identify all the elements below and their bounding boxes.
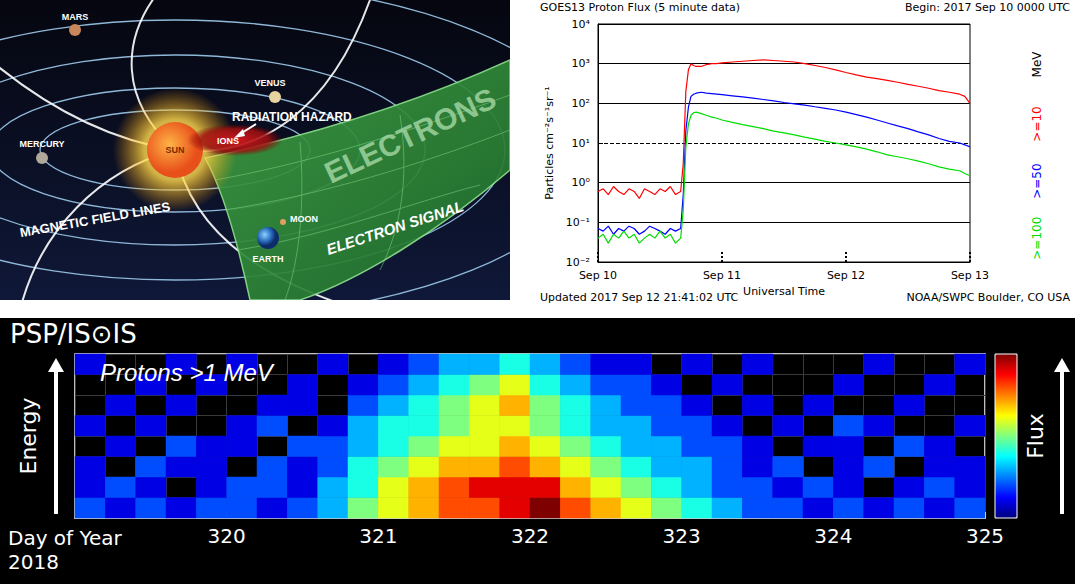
- svg-text:320: 320: [208, 524, 246, 548]
- svg-text:SUN: SUN: [165, 145, 184, 155]
- svg-text:Sep 10: Sep 10: [579, 269, 617, 282]
- svg-text:321: 321: [359, 524, 397, 548]
- svg-text:ELECTRONS: ELECTRONS: [319, 81, 501, 189]
- svg-text:MAGNETIC FIELD LINES: MAGNETIC FIELD LINES: [19, 199, 172, 240]
- svg-text:323: 323: [663, 524, 701, 548]
- svg-text:10¹: 10¹: [572, 137, 590, 150]
- svg-text:Particles cm⁻²s⁻¹sr⁻¹: Particles cm⁻²s⁻¹sr⁻¹: [543, 86, 556, 199]
- svg-text:10³: 10³: [572, 57, 590, 70]
- svg-text:10⁻²: 10⁻²: [566, 256, 590, 269]
- svg-text:Sep 13: Sep 13: [951, 269, 989, 282]
- svg-text:Begin: 2017 Sep 10 0000 UTC: Begin: 2017 Sep 10 0000 UTC: [905, 1, 1070, 14]
- svg-text:325: 325: [966, 524, 1004, 548]
- svg-text:Sep 11: Sep 11: [703, 269, 741, 282]
- svg-text:GOES13 Proton Flux (5 minute d: GOES13 Proton Flux (5 minute data): [540, 1, 740, 14]
- svg-text:10⁻¹: 10⁻¹: [566, 216, 590, 229]
- svg-text:VENUS: VENUS: [254, 78, 285, 88]
- svg-text:Universal Time: Universal Time: [743, 285, 825, 298]
- svg-text:Energy: Energy: [16, 397, 41, 474]
- svg-text:IONS: IONS: [217, 136, 239, 146]
- svg-text:Sep 12: Sep 12: [827, 269, 865, 282]
- svg-text:PSP/IS⊙IS: PSP/IS⊙IS: [10, 319, 137, 349]
- svg-text:MOON: MOON: [290, 214, 318, 224]
- svg-text:ELECTRON SIGNAL: ELECTRON SIGNAL: [324, 197, 466, 257]
- svg-text:>=10: >=10: [1030, 106, 1044, 141]
- svg-text:MeV: MeV: [1030, 51, 1044, 78]
- svg-text:MERCURY: MERCURY: [19, 139, 64, 149]
- svg-text:Day of Year: Day of Year: [8, 526, 123, 550]
- svg-text:10²: 10²: [572, 97, 590, 110]
- svg-text:Updated 2017 Sep 12 21:41:02 U: Updated 2017 Sep 12 21:41:02 UTC: [540, 291, 739, 304]
- svg-text:Protons >1 MeV: Protons >1 MeV: [100, 359, 275, 386]
- svg-text:>=100: >=100: [1030, 217, 1044, 260]
- svg-text:10⁴: 10⁴: [572, 18, 591, 31]
- svg-text:RADIATION HAZARD: RADIATION HAZARD: [232, 110, 352, 124]
- svg-text:NOAA/SWPC Boulder, CO USA: NOAA/SWPC Boulder, CO USA: [906, 291, 1070, 304]
- svg-text:EARTH: EARTH: [253, 254, 284, 264]
- svg-text:>=50: >=50: [1030, 163, 1044, 198]
- svg-text:324: 324: [814, 524, 852, 548]
- svg-text:2018: 2018: [8, 550, 59, 574]
- svg-text:MARS: MARS: [62, 12, 89, 22]
- svg-text:10⁰: 10⁰: [572, 176, 591, 189]
- svg-text:322: 322: [511, 524, 549, 548]
- svg-text:Flux: Flux: [1023, 413, 1048, 459]
